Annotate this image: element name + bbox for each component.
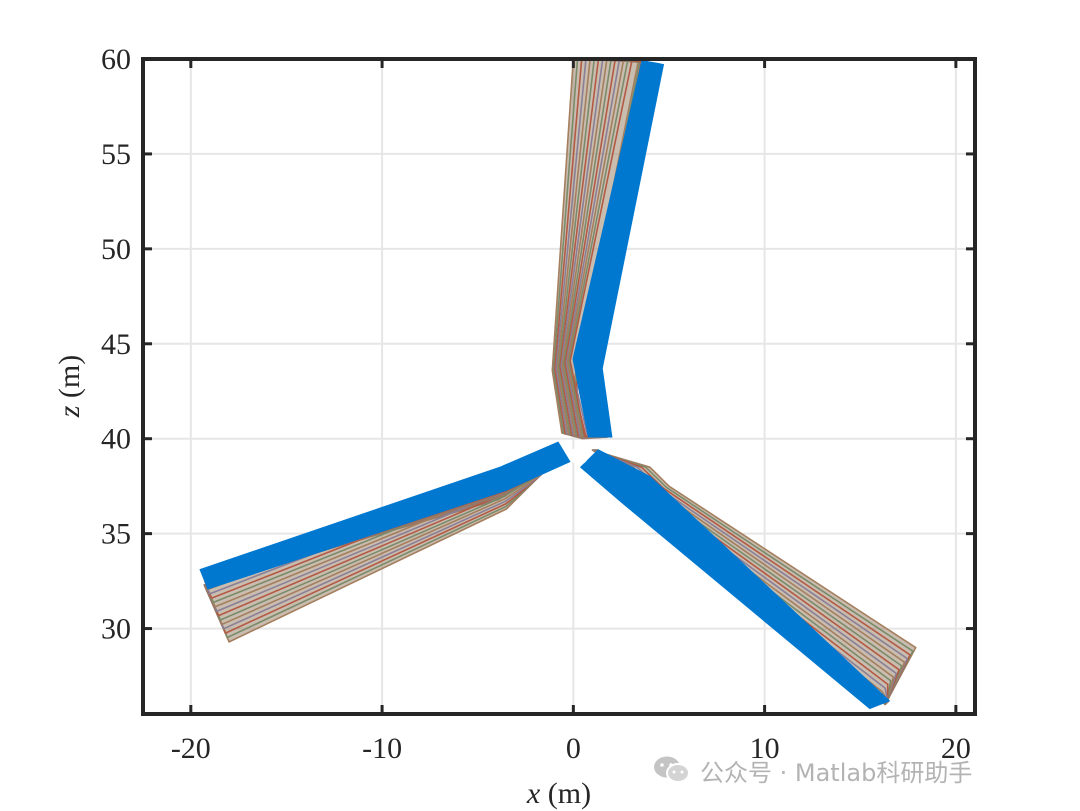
blade-right [579, 449, 917, 710]
x-tick-label: -20 [171, 732, 211, 765]
y-tick-label: 60 [101, 43, 131, 76]
y-tick-label: 30 [101, 613, 131, 646]
blade-upper [551, 58, 665, 440]
wechat-icon [652, 754, 692, 786]
y-tick-label: 45 [101, 328, 131, 361]
y-axis-label: z (m) [53, 355, 86, 419]
y-tick-label: 40 [101, 423, 131, 456]
x-tick-label: 10 [750, 732, 780, 765]
blade-upper-deformed [572, 60, 665, 438]
blade-series [199, 58, 917, 710]
blade-left-deformed [199, 441, 571, 590]
watermark: 公众号 · Matlab科研助手 [652, 752, 972, 788]
y-axis-label-unit: (m) [53, 355, 86, 406]
x-tick-label: 0 [566, 732, 581, 765]
x-tick-label: -10 [362, 732, 402, 765]
y-tick-label: 50 [101, 233, 131, 266]
hub-gap [570, 446, 589, 465]
axes-box [141, 57, 977, 716]
x-axis-label-unit: (m) [540, 777, 591, 810]
y-tick-label: 55 [101, 138, 131, 171]
tick-marks [143, 57, 975, 714]
blade-right-deformed [579, 449, 891, 710]
y-axis-label-var: z [53, 405, 86, 418]
x-axis-label: x (m) [526, 777, 591, 810]
axes-frame [141, 57, 977, 716]
x-tick-label: 20 [941, 732, 971, 765]
tick-labels: -20 -10 0 10 20 30 35 40 45 50 55 60 [101, 43, 971, 765]
watermark-text: 公众号 · Matlab科研助手 [700, 758, 973, 787]
y-tick-label: 35 [101, 518, 131, 551]
blade-left [199, 441, 571, 643]
x-axis-label-var: x [526, 777, 541, 810]
